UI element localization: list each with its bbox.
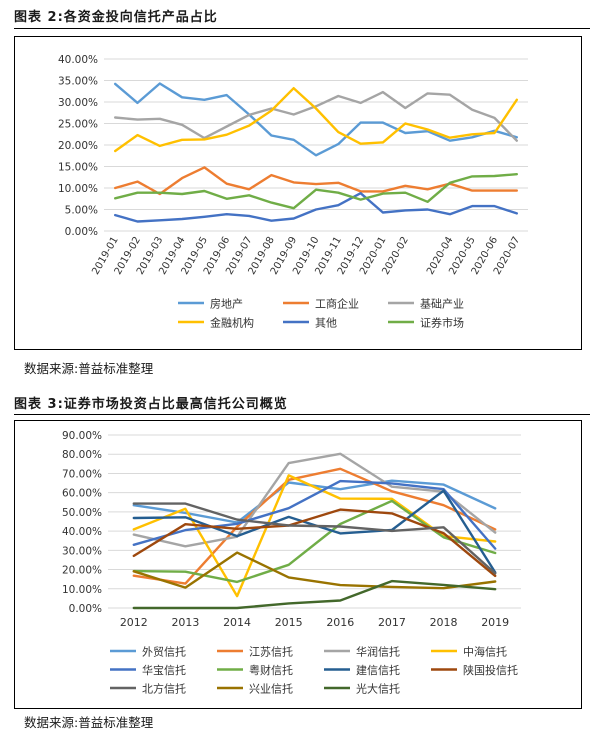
figure2-title-rule <box>14 414 590 415</box>
figure2-source: 数据来源:普益标准整理 <box>24 715 154 730</box>
chart1-y-tick-label: 35.00% <box>58 76 98 88</box>
chart1-y-tick-label: 10.00% <box>58 183 98 195</box>
chart1-y-tick-label: 5.00% <box>65 205 98 217</box>
chart1-y-tick-label: 15.00% <box>58 162 98 174</box>
chart1-legend-label: 其他 <box>315 317 337 330</box>
chart1-series-房地产 <box>113 82 518 157</box>
chart1-y-tick-label: 40.00% <box>58 54 98 66</box>
chart1-y-tick-label: 0.00% <box>65 226 98 238</box>
chart1-series-证券市场 <box>113 172 518 210</box>
figure1-title-rule <box>14 28 590 29</box>
chart1-series-基础产业 <box>113 90 518 142</box>
chart1-y-tick-label: 25.00% <box>58 119 98 131</box>
figure1-title: 图表 2:各资金投向信托产品占比 <box>14 10 218 25</box>
chart2-frame <box>14 420 582 709</box>
chart1-frame <box>14 36 582 350</box>
chart1-legend-label: 证券市场 <box>420 316 464 330</box>
chart1-y-tick-label: 30.00% <box>58 97 98 109</box>
chart1-series-金融机构 <box>113 86 518 153</box>
chart1-legend-label: 工商企业 <box>315 297 359 311</box>
chart1-legend-label: 房地产 <box>210 297 243 311</box>
chart1-legend-label: 金融机构 <box>210 316 254 330</box>
chart1-legend-label: 基础产业 <box>420 297 464 311</box>
chart1-y-tick-label: 20.00% <box>58 140 98 152</box>
chart1-series-其他 <box>113 191 518 223</box>
figure1-source: 数据来源:普益标准整理 <box>24 361 154 376</box>
figure2-title: 图表 3:证券市场投资占比最高信托公司概览 <box>14 397 288 412</box>
